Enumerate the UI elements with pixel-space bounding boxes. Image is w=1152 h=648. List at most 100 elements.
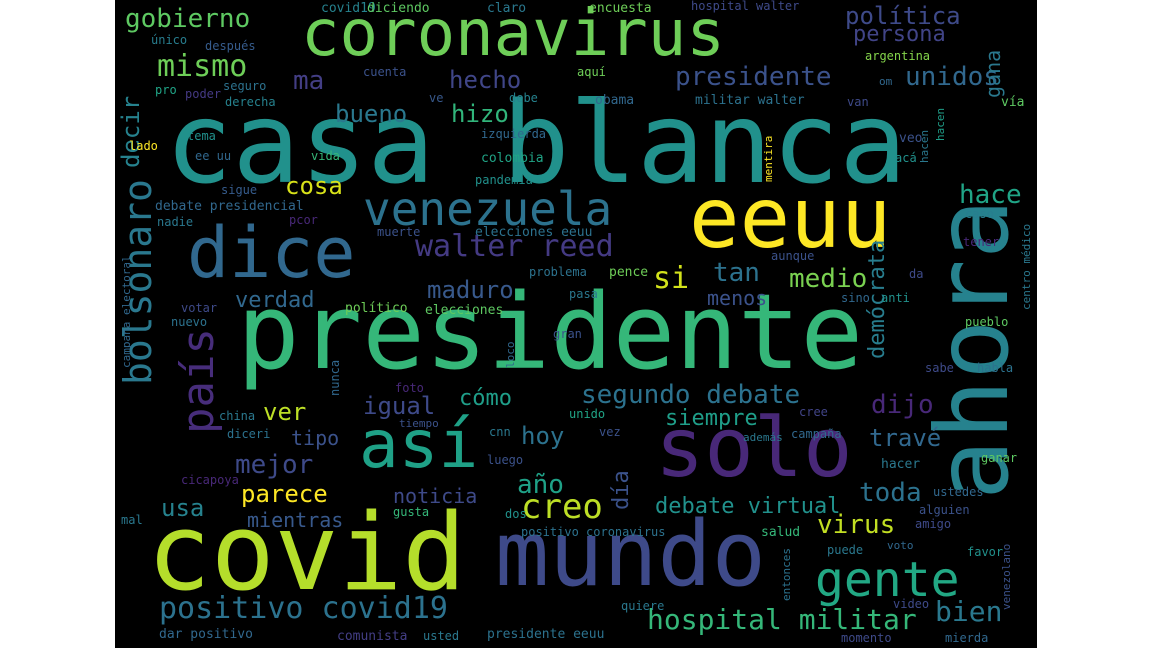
cloud-word: hoy: [521, 422, 565, 450]
cloud-word: covid: [147, 491, 467, 614]
cloud-word: habla: [977, 361, 1014, 375]
cloud-word: cicapoya: [181, 473, 239, 487]
cloud-word: militar walter: [695, 93, 805, 108]
cloud-word: dice: [187, 212, 356, 294]
cloud-word: hacer: [881, 457, 921, 472]
cloud-word: cree: [799, 405, 828, 419]
cloud-word: gobierno: [125, 4, 251, 34]
cloud-word: ustedes: [933, 485, 984, 499]
cloud-word: toda: [859, 478, 922, 508]
cloud-word: ganar: [981, 451, 1018, 465]
cloud-word: poder: [185, 87, 222, 101]
cloud-word: virus: [817, 510, 896, 540]
word-cloud: casa blanca presidente covid mundo solo ahora…: [115, 0, 1037, 648]
cloud-word: problema: [529, 265, 587, 279]
cloud-word: entonces: [780, 547, 793, 601]
cloud-word: persona: [853, 22, 946, 47]
cloud-word: ve: [429, 91, 444, 105]
cloud-word: después: [205, 39, 256, 53]
cloud-word: china: [219, 409, 256, 423]
cloud-word: obama: [595, 93, 635, 108]
cloud-word: derecha: [225, 95, 276, 109]
cloud-word: presidente: [675, 62, 832, 92]
cloud-word: vez: [599, 425, 621, 439]
cloud-word: foto: [395, 381, 424, 395]
cloud-word: unido: [569, 407, 606, 421]
cloud-word: diciendo: [367, 1, 430, 16]
cloud-word: om: [879, 75, 893, 88]
cloud-word: eeuu: [689, 169, 892, 267]
cloud-word: ver: [263, 398, 307, 426]
cloud-word: pro: [155, 83, 177, 97]
cloud-word: claro: [487, 1, 527, 16]
cloud-word: votar: [181, 301, 218, 315]
cloud-word: gente: [815, 552, 960, 608]
cloud-word: año: [517, 470, 564, 500]
cloud-word: si: [653, 261, 690, 296]
cloud-word: salud: [761, 525, 801, 540]
cloud-word: coronavirus: [301, 0, 725, 71]
cloud-word: cosa: [285, 172, 343, 200]
cloud-word: sabe: [925, 361, 954, 375]
cloud-word: nadie: [157, 215, 194, 229]
cloud-word: pasa: [569, 287, 598, 301]
cloud-word: mientras: [247, 508, 344, 532]
cloud-word: presidente: [237, 271, 864, 393]
cloud-word: país: [173, 327, 224, 434]
cloud-word: hospital walter: [691, 0, 800, 13]
cloud-word: unidos: [905, 62, 999, 92]
cloud-word: debate virtual: [655, 494, 841, 519]
cloud-word: comunista: [337, 629, 408, 644]
cloud-word: sino: [841, 291, 870, 305]
cloud-word: walter reed: [415, 229, 614, 264]
cloud-word: pence: [609, 265, 649, 280]
cloud-word: da: [909, 267, 924, 281]
cloud-word: positivo covid19: [159, 591, 448, 626]
cloud-word: hacen: [918, 129, 931, 163]
cloud-word: encuesta: [589, 1, 652, 16]
cloud-word: video: [893, 597, 930, 611]
cloud-word: pandemia: [475, 173, 533, 187]
cloud-word: campaña: [791, 427, 842, 441]
cloud-word: argentina: [865, 49, 931, 63]
cloud-word: mierda: [945, 631, 989, 645]
cloud-word: puede: [827, 543, 864, 557]
cloud-word: elecciones: [425, 303, 504, 318]
cloud-word: único: [151, 33, 188, 47]
cloud-word: cómo: [459, 386, 512, 411]
cloud-word: venezolano: [1000, 543, 1013, 610]
cloud-word: verdad: [235, 288, 315, 313]
cloud-word: anti: [881, 291, 910, 305]
cloud-word: nunca: [328, 359, 342, 396]
cloud-word: positivo coronavirus: [521, 525, 666, 539]
cloud-word: hizo: [451, 100, 509, 128]
cloud-word: debate presidencial: [155, 199, 304, 214]
cloud-word: decir: [117, 95, 145, 168]
cloud-word: así: [359, 406, 479, 483]
cloud-word: nuevo: [171, 315, 208, 329]
cloud-word: colombia: [481, 151, 544, 166]
cloud-word: creo: [521, 487, 603, 527]
cloud-word: acá: [895, 151, 917, 165]
cloud-word: momento: [841, 631, 892, 645]
cloud-word: debe: [509, 91, 538, 105]
cloud-word: mismo: [157, 49, 248, 84]
cloud-word: covid19: [321, 1, 376, 16]
cloud-word: campaña electoral: [120, 255, 133, 369]
cloud-word: gusta: [393, 505, 430, 519]
cloud-word: pueblo: [965, 315, 1009, 329]
cloud-word: caso: [965, 207, 994, 221]
cloud-word: casa blanca: [165, 79, 907, 209]
cloud-word: parece: [241, 480, 328, 508]
cloud-word: medio: [789, 264, 868, 294]
cloud-word: tipo: [291, 426, 340, 450]
cloud-word: lado: [129, 139, 158, 153]
cloud-word: amigo: [915, 517, 952, 531]
cloud-word: alguien: [919, 503, 970, 517]
cloud-word: además: [743, 431, 783, 444]
cloud-word: mentira: [762, 135, 775, 183]
cloud-word: hace: [959, 180, 1022, 210]
cloud-word: izquierda: [481, 127, 547, 141]
cloud-word: tiempo: [399, 417, 439, 430]
cloud-word: pcor: [289, 213, 318, 227]
